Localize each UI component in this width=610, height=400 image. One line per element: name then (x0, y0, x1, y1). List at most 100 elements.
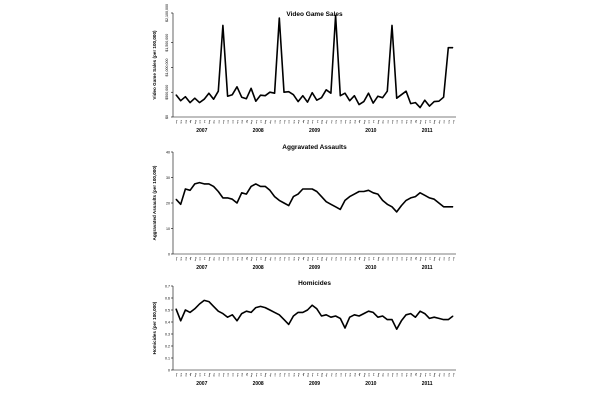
x-tick-label: Jul (316, 120, 318, 123)
data-point (288, 91, 290, 93)
data-point (344, 327, 346, 329)
x-tick-label: Sep (325, 257, 327, 262)
x-tick-label: Apr (189, 120, 192, 124)
year-label: 2010 (365, 265, 376, 271)
data-point (274, 196, 275, 198)
data-point (325, 89, 327, 91)
x-tick-label: Jul (372, 257, 374, 260)
x-tick-label: May (419, 373, 421, 378)
data-point (302, 95, 304, 97)
y-tick-label: 0.1 (165, 356, 170, 360)
data-point (227, 197, 229, 199)
data-point (175, 94, 177, 96)
x-tick-label: Apr (414, 120, 417, 124)
data-point (208, 301, 210, 302)
x-tick-label: Aug (377, 373, 380, 378)
data-point (372, 192, 374, 194)
data-point (180, 100, 182, 102)
x-tick-label: Sep (325, 120, 327, 125)
data-point (264, 186, 266, 187)
y-tick-label: 40 (166, 150, 170, 154)
x-tick-label: Nov (447, 373, 449, 378)
x-tick-label: Dec (452, 257, 454, 262)
data-point (391, 24, 393, 26)
x-tick-label: Jul (260, 373, 262, 376)
data-point (311, 188, 313, 190)
data-point (391, 206, 393, 208)
x-tick-label: Oct (386, 373, 389, 377)
data-point (438, 100, 440, 102)
x-tick-label: Jul (429, 373, 431, 376)
data-point (335, 15, 337, 16)
data-point (297, 101, 299, 103)
x-tick-label: Mar (353, 373, 356, 377)
x-tick-label: Dec (227, 373, 229, 378)
x-tick-label: Apr (302, 120, 305, 124)
data-point (199, 102, 200, 104)
data-point (321, 315, 322, 317)
x-tick-label: Mar (353, 257, 356, 261)
data-point (175, 308, 177, 310)
x-tick-label: Sep (213, 257, 215, 262)
x-tick-label: Apr (358, 257, 361, 261)
data-point (410, 103, 412, 105)
x-tick-label: Aug (264, 120, 267, 125)
x-tick-label: Aug (208, 257, 211, 262)
x-tick-label: Feb (292, 373, 294, 378)
x-tick-label: Feb (180, 120, 182, 125)
data-point (180, 203, 182, 205)
y-tick-label: $0 (165, 115, 169, 119)
data-point (433, 101, 435, 103)
x-tick-label: May (363, 120, 365, 125)
data-point (189, 189, 191, 191)
y-tick-label: $1,500,000 (165, 34, 169, 52)
x-tick-label: Oct (217, 120, 220, 124)
x-tick-label: Sep (438, 120, 440, 125)
x-tick-label: Dec (283, 257, 285, 262)
data-point (424, 313, 426, 314)
data-point (217, 191, 219, 192)
x-tick-label: Jun (367, 257, 369, 261)
data-point (358, 191, 360, 192)
data-point (278, 200, 280, 201)
data-point (447, 206, 449, 208)
data-point (405, 90, 407, 92)
x-tick-label: Jun (424, 373, 426, 377)
data-point (372, 102, 374, 104)
x-tick-label: Oct (330, 120, 333, 124)
data-point (349, 100, 351, 102)
y-tick-label: $1,000,000 (165, 58, 169, 76)
x-tick-label: Jun (255, 257, 257, 261)
x-tick-label: Dec (339, 257, 341, 262)
data-point (354, 95, 355, 97)
data-point (325, 314, 327, 316)
x-tick-label: Mar (184, 120, 187, 124)
year-label: 2009 (309, 265, 320, 271)
x-tick-label: Jun (255, 373, 257, 377)
data-point (452, 47, 454, 49)
y-tick-label: 0.5 (165, 308, 170, 312)
data-point (368, 92, 369, 94)
data-point (382, 200, 383, 201)
data-point (424, 99, 426, 101)
panel-title: Aggravated Assaults (282, 144, 347, 151)
year-label: 2011 (422, 381, 433, 387)
x-tick-label: Jan (400, 257, 402, 261)
x-tick-label: Nov (278, 373, 280, 378)
x-tick-label: Oct (330, 373, 333, 377)
data-point (307, 101, 308, 103)
x-tick-label: Dec (396, 257, 398, 262)
data-point (236, 202, 238, 204)
data-point (419, 192, 421, 194)
x-tick-label: Feb (349, 120, 351, 125)
x-tick-label: Jul (372, 373, 374, 376)
data-point (415, 102, 416, 104)
data-point (363, 313, 365, 314)
x-tick-label: Aug (264, 257, 267, 262)
x-tick-label: Aug (321, 120, 324, 125)
x-tick-label: Apr (414, 257, 417, 261)
x-tick-label: Jun (424, 120, 426, 124)
x-tick-label: May (306, 373, 308, 378)
x-tick-label: Feb (405, 120, 407, 125)
data-point (419, 107, 421, 108)
